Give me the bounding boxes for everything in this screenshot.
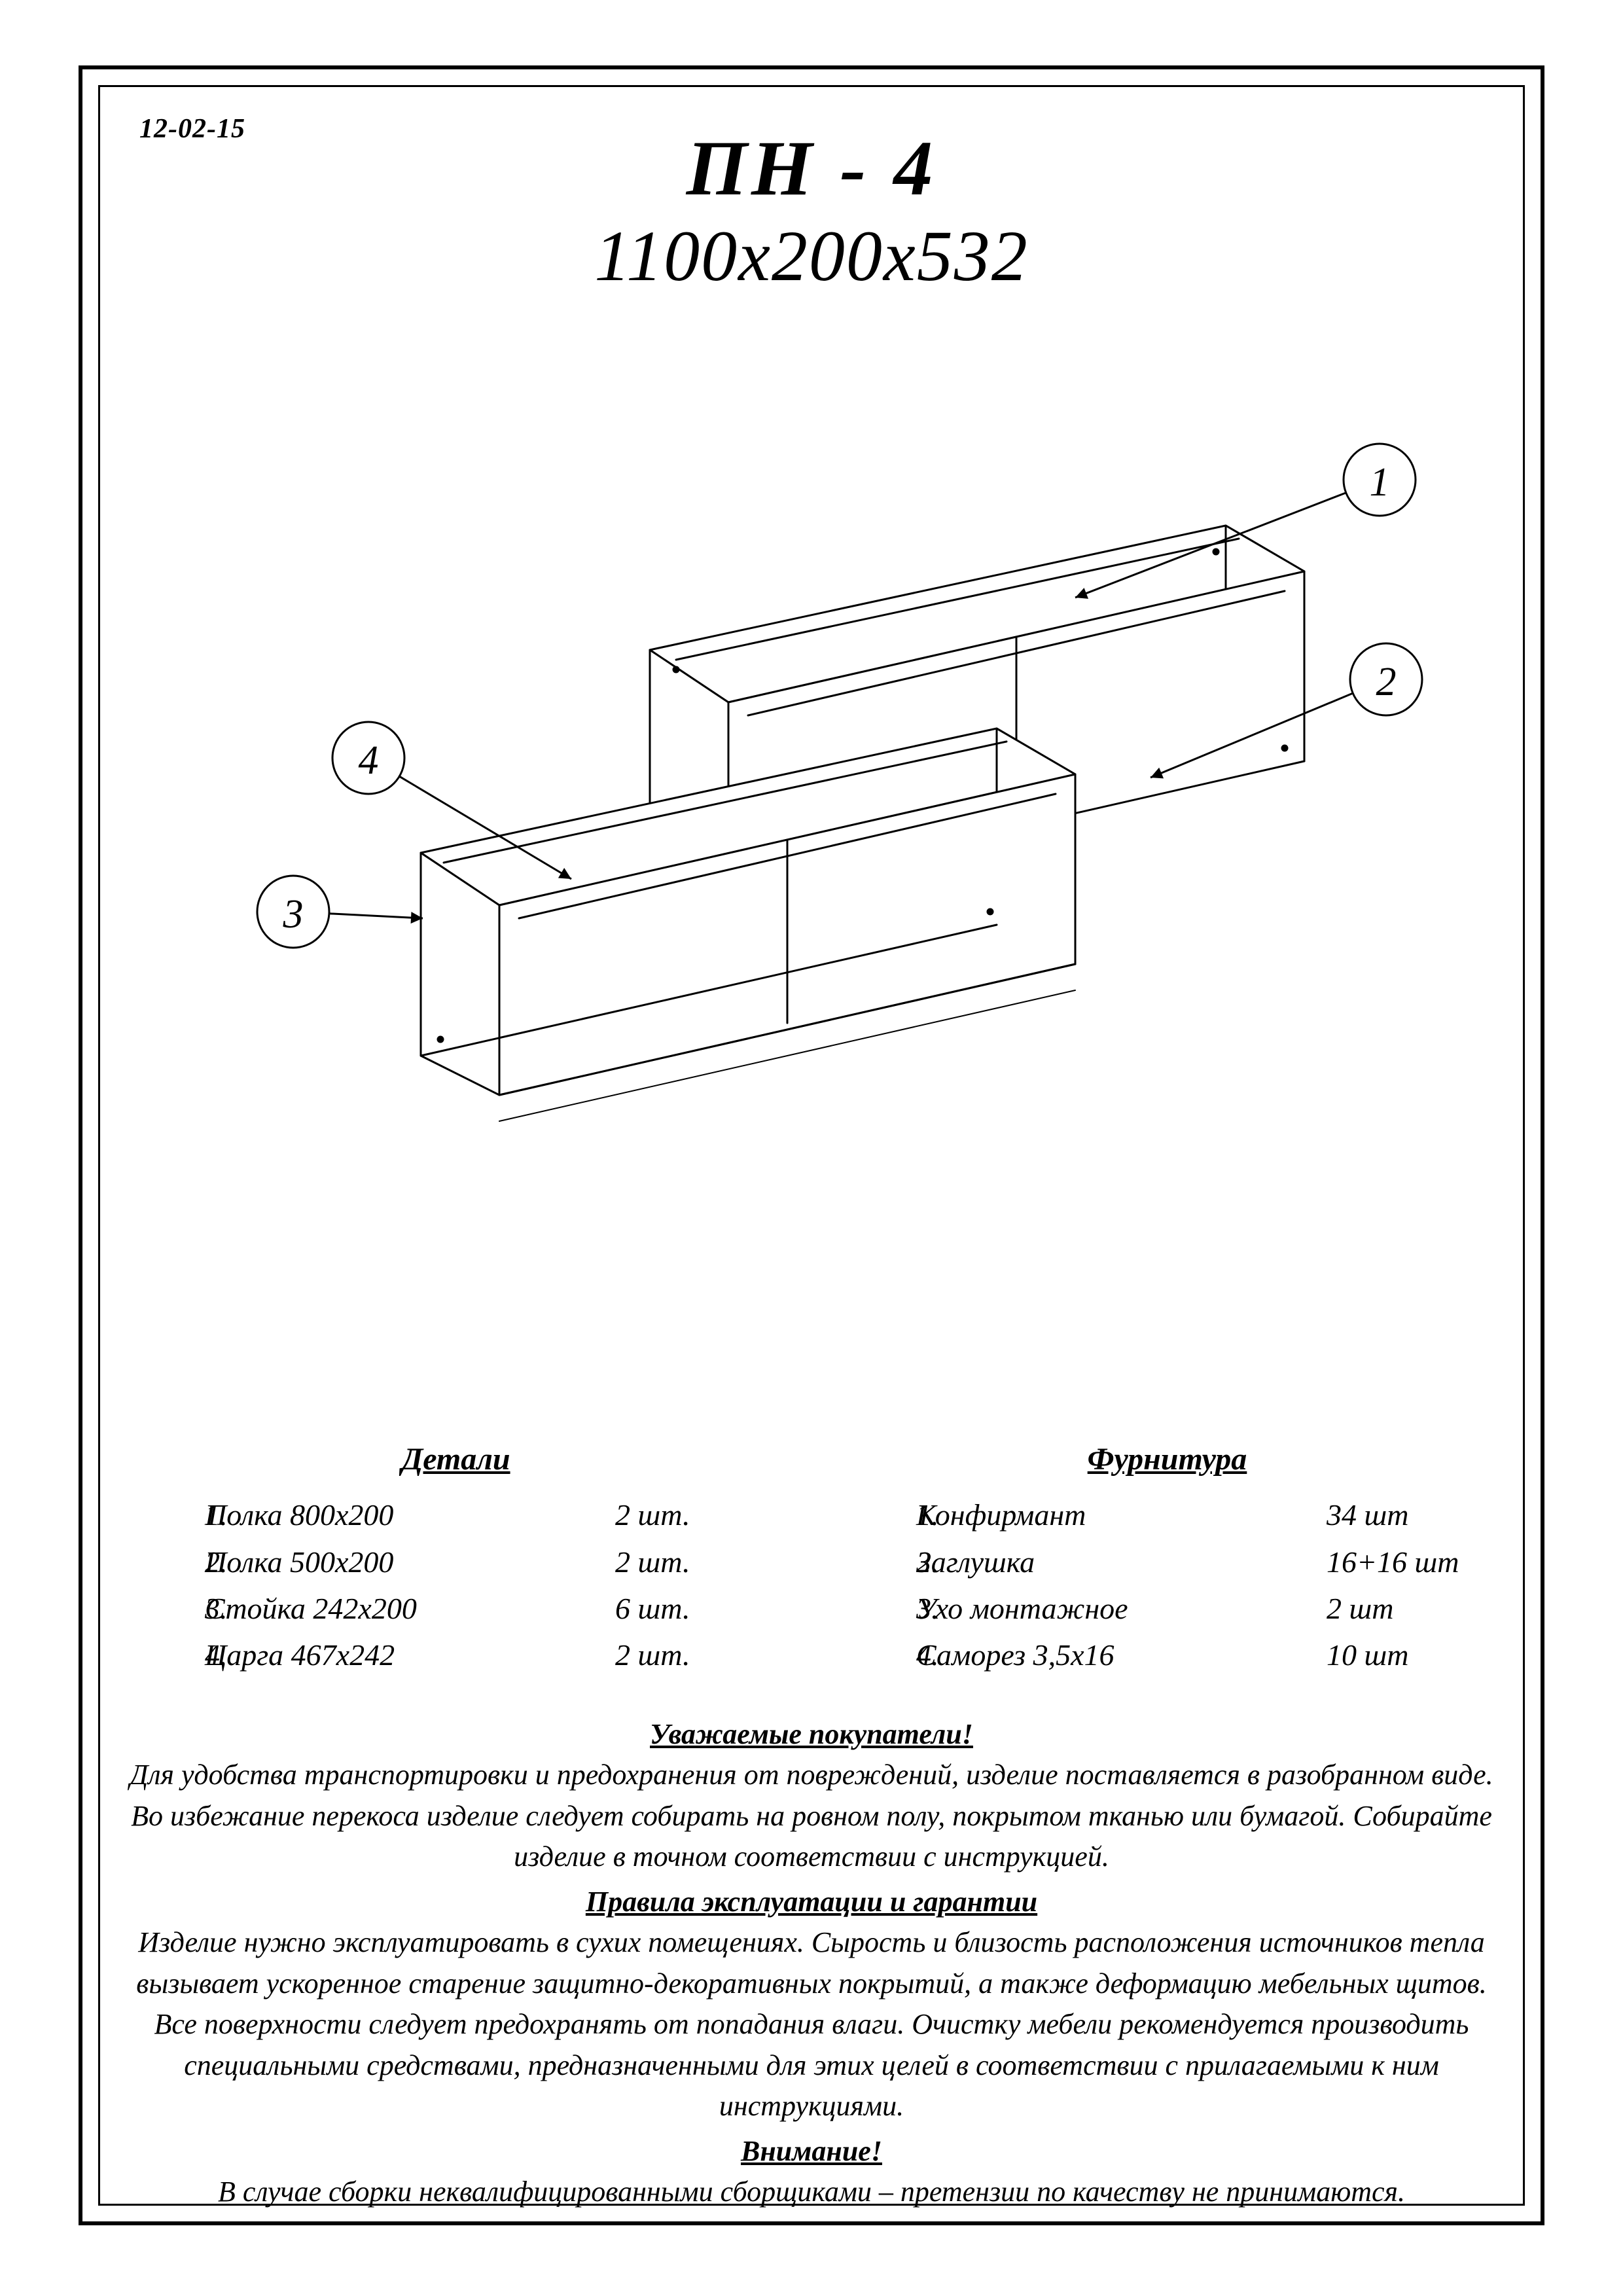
notice-heading-3: Внимание! [126, 2131, 1497, 2172]
notice-heading-1: Уважаемые покупатели! [126, 1714, 1497, 1755]
parts-num: 1. [126, 1492, 205, 1538]
hardware-num: 3. [838, 1585, 916, 1632]
parts-num: 2. [126, 1539, 205, 1585]
callout-3: 3 [257, 876, 423, 948]
notice-p1: Для удобства транспортировки и предохран… [126, 1755, 1497, 1877]
hardware-name: Конфирмант [916, 1492, 1327, 1538]
parts-heading: Детали [126, 1435, 785, 1484]
parts-qty: 2 шт. [615, 1492, 785, 1538]
hardware-name: Саморез 3,5х16 [916, 1632, 1327, 1678]
hardware-num: 2. [838, 1539, 916, 1585]
hardware-row: 2.Заглушка16+16 шт [838, 1539, 1497, 1585]
parts-qty: 6 шт. [615, 1585, 785, 1632]
hardware-heading: Фурнитура [838, 1435, 1497, 1484]
parts-name: Стойка 242х200 [205, 1585, 615, 1632]
hardware-qty: 34 шт [1327, 1492, 1497, 1538]
page-outer-frame: 12-02-15 ПН - 4 1100х200х532 [79, 65, 1544, 2225]
parts-num: 4. [126, 1632, 205, 1678]
parts-name: Полка 800х200 [205, 1492, 615, 1538]
hardware-num: 4. [838, 1632, 916, 1678]
parts-row: 4.Царга 467х2422 шт. [126, 1632, 785, 1678]
hardware-row: 3.Ухо монтажное2 шт [838, 1585, 1497, 1632]
svg-text:4: 4 [359, 738, 379, 783]
hardware-name: Ухо монтажное [916, 1585, 1327, 1632]
parts-num: 3. [126, 1585, 205, 1632]
hardware-column: Фурнитура 1.Конфирмант34 шт2.Заглушка16+… [812, 1435, 1523, 1679]
hardware-qty: 16+16 шт [1327, 1539, 1497, 1585]
hardware-name: Заглушка [916, 1539, 1327, 1585]
hardware-row: 1.Конфирмант34 шт [838, 1492, 1497, 1538]
parts-row: 2.Полка 500х2002 шт. [126, 1539, 785, 1585]
parts-row: 3.Стойка 242х2006 шт. [126, 1585, 785, 1632]
parts-row: 1.Полка 800х2002 шт. [126, 1492, 785, 1538]
parts-column: Детали 1.Полка 800х2002 шт.2.Полка 500х2… [100, 1435, 812, 1679]
hardware-num: 1. [838, 1492, 916, 1538]
notice-p3: В случае сборки неквалифицированными сбо… [126, 2172, 1497, 2212]
svg-text:3: 3 [283, 892, 304, 937]
hardware-row: 4.Саморез 3,5х1610 шт [838, 1632, 1497, 1678]
notice-p2: Изделие нужно эксплуатировать в сухих по… [126, 1922, 1497, 2126]
svg-text:1: 1 [1370, 460, 1390, 505]
parts-name: Царга 467х242 [205, 1632, 615, 1678]
assembly-drawing: 1 2 4 3 [179, 395, 1461, 1219]
hardware-qty: 2 шт [1327, 1585, 1497, 1632]
notice-section: Уважаемые покупатели! Для удобства транс… [126, 1710, 1497, 2213]
svg-text:2: 2 [1376, 660, 1397, 704]
parts-qty: 2 шт. [615, 1539, 785, 1585]
product-title: ПН - 4 [100, 123, 1523, 213]
page-inner-frame: 12-02-15 ПН - 4 1100х200х532 [98, 85, 1525, 2206]
product-dimensions: 1100х200х532 [100, 215, 1523, 298]
hardware-qty: 10 шт [1327, 1632, 1497, 1678]
lists-section: Детали 1.Полка 800х2002 шт.2.Полка 500х2… [100, 1435, 1523, 1679]
parts-name: Полка 500х200 [205, 1539, 615, 1585]
notice-heading-2: Правила эксплуатации и гарантии [126, 1882, 1497, 1922]
parts-qty: 2 шт. [615, 1632, 785, 1678]
